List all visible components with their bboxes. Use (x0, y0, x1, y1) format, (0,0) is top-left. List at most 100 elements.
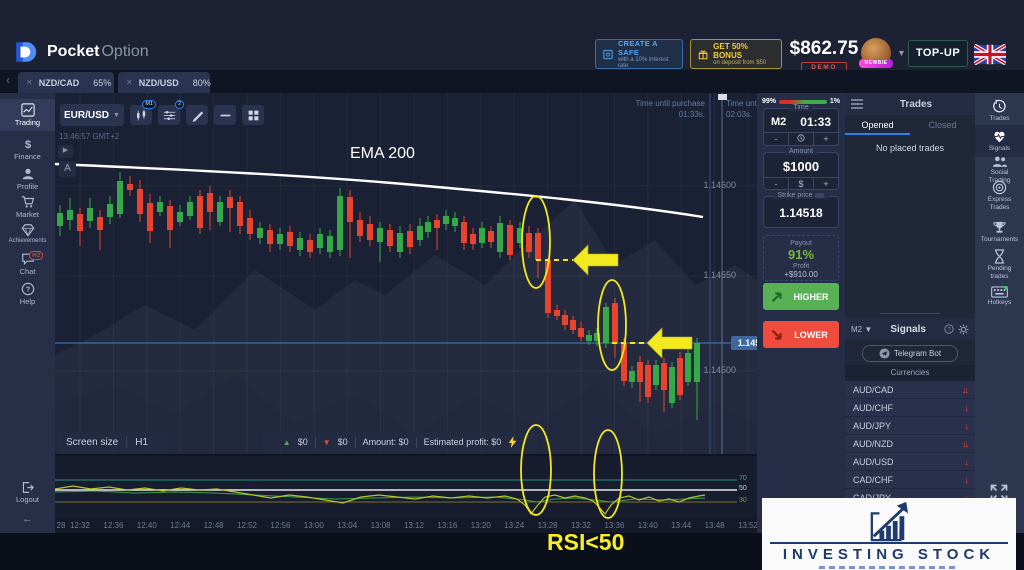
minus-icon (220, 114, 230, 116)
collapse-sidebar-icon[interactable]: ← (22, 513, 33, 525)
currency-mode-button[interactable]: $ (788, 178, 813, 190)
asset-tab-nzdcad[interactable]: ✕ NZD/CAD 65% (18, 72, 114, 93)
time-axis-label: 12:32 (69, 521, 91, 530)
amount-increase-button[interactable]: + (813, 178, 838, 190)
signal-pair: CAD/CHF (853, 474, 893, 485)
higher-button[interactable]: HIGHER (763, 283, 839, 310)
profile-caret-icon[interactable]: ▼ (897, 48, 906, 58)
top-header: Pocket Option CREATE A SAFE with a 10% int… (0, 0, 1024, 73)
sidebar-item-profile[interactable]: Profile (0, 163, 55, 195)
sidebar-item-trading[interactable]: Trading (0, 99, 55, 131)
indicators-button[interactable]: 2 (158, 100, 184, 125)
time-box: Time M2 01:33 - + (763, 104, 839, 146)
sidebar-item-achievements[interactable]: Achievements (0, 219, 55, 248)
signal-down-arrow-icon: ↓↓ (962, 438, 969, 449)
asset-tab-nzdusd[interactable]: ✕ NZD/USD 80% (118, 72, 211, 93)
help-circle-icon[interactable]: ? (944, 324, 954, 334)
play-button[interactable]: ▶ (58, 145, 73, 158)
signal-row-audjpy[interactable]: AUD/JPY ↓ (845, 417, 975, 435)
tab-opened[interactable]: Opened (845, 115, 910, 135)
safe-icon (603, 49, 613, 59)
language-flag[interactable] (974, 44, 1006, 65)
payout-value: 91% (787, 247, 815, 262)
drawing-tools-button[interactable] (186, 105, 208, 125)
investing-stock-watermark: INVESTING STOCK (762, 498, 1016, 570)
tab-pair-label: NZD/CAD (38, 77, 80, 88)
rail-item-pending-trades[interactable]: Pending trades (975, 249, 1024, 281)
text-tool-button[interactable]: A (59, 161, 76, 177)
svg-text:?: ? (25, 287, 29, 294)
close-tab-icon[interactable]: ✕ (126, 78, 133, 87)
rail-item-signals[interactable]: Signals (975, 125, 1024, 157)
amount-decrease-button[interactable]: - (774, 179, 778, 189)
time-axis-label: 13:24 (504, 521, 525, 530)
symbol-selector[interactable]: EUR/USD ▼ (60, 104, 124, 126)
layout-grid-button[interactable] (242, 105, 264, 125)
tabs-scroll-left-icon[interactable]: ‹ (6, 73, 10, 87)
sentiment-bar: 99% 1% (762, 98, 840, 105)
time-increase-button[interactable]: + (813, 133, 838, 145)
rail-item-trades[interactable]: Trades (975, 99, 1024, 123)
chart-pane[interactable]: EUR/USD ▼ M1 2 13:46:57 GMT+2 ▶ A EMA 200… (55, 93, 757, 533)
price-axis-label: 1.14600 (703, 180, 736, 190)
lower-button[interactable]: LOWER (763, 321, 839, 348)
signal-pair: AUD/CHF (853, 402, 893, 413)
sidebar-item-help[interactable]: ? Help (0, 278, 55, 310)
tab-closed[interactable]: Closed (928, 120, 957, 130)
trades-tabs: Opened Closed (845, 115, 975, 135)
signal-row-cadchf[interactable]: CAD/CHF ↓ (845, 471, 975, 489)
rail-item-express-trades[interactable]: Express Trades (975, 180, 1024, 212)
signal-row-audnzd[interactable]: AUD/NZD ↓↓ (845, 435, 975, 453)
sidebar-item-chat[interactable]: Chat (0, 248, 55, 280)
bonus-title: GET 50% BONUS (713, 42, 748, 60)
topup-button[interactable]: TOP-UP (908, 40, 968, 67)
bonus-button[interactable]: GET 50% BONUS on deposit from $50 (690, 39, 782, 69)
clock-stepper-button[interactable] (788, 133, 813, 145)
rail-item-tournaments[interactable]: Tournaments (975, 220, 1024, 244)
signals-timeframe-selector[interactable]: M2 ▼ (851, 324, 873, 334)
amount-value[interactable]: $1000 (782, 159, 820, 174)
strike-price-box: Strike price 1.14518 (763, 192, 839, 228)
lightning-icon[interactable] (508, 436, 517, 448)
strike-value[interactable]: 1.14518 (779, 206, 823, 220)
investing-stock-logo-icon (870, 501, 909, 542)
time-decrease-button[interactable]: - (774, 134, 778, 144)
time-axis-label: 13:44 (671, 521, 692, 530)
create-safe-button[interactable]: CREATE A SAFE with a 10% interest rate (595, 39, 683, 69)
time-axis-label: 13:36 (604, 521, 625, 530)
signal-down-arrow-icon: ↓↓ (962, 384, 969, 395)
currencies-header: Currencies (845, 365, 975, 381)
higher-label: HIGHER (793, 291, 829, 302)
close-tab-icon[interactable]: ✕ (26, 78, 33, 87)
gear-icon[interactable] (958, 323, 969, 335)
rail-item-hotkeys[interactable]: Hotkeys (975, 286, 1024, 307)
sidebar-item-market[interactable]: Market (0, 191, 55, 223)
trades-signals-panel: Trades Opened Closed No placed trades M2… (845, 93, 975, 533)
time-value[interactable]: 01:33 (800, 115, 831, 129)
signal-row-audcad[interactable]: AUD/CAD ↓↓ (845, 381, 975, 399)
signal-row-audusd[interactable]: AUD/USD ↓ (845, 453, 975, 471)
indicator-count-badge: 2 (174, 100, 184, 109)
svg-text:$: $ (24, 139, 31, 151)
arrow-down-right-icon (771, 329, 782, 340)
balance-block[interactable]: $862.75 DEMO (788, 38, 860, 73)
line-tool-button[interactable] (214, 105, 236, 125)
signal-row-audchf[interactable]: AUD/CHF ↓ (845, 399, 975, 417)
telegram-bot-button[interactable]: Telegram Bot (862, 345, 958, 362)
rail-item-social-trading[interactable]: Social Trading (975, 155, 1024, 185)
time-axis-label: 13:12 (403, 521, 425, 530)
server-clock: 13:46:57 GMT+2 (59, 132, 120, 141)
payout-box: Payout 91% Profit +$910.00 (763, 235, 839, 281)
time-axis-label: 13:48 (704, 521, 725, 530)
time-axis-label: 13:28 (537, 521, 558, 530)
chart-type-button[interactable]: M1 (130, 100, 156, 125)
time-axis-label: 12:40 (136, 521, 157, 530)
estimated-profit-summary: Estimated profit: $0 (423, 437, 502, 447)
sidebar-item-logout[interactable]: Logout (0, 481, 55, 504)
time-mode[interactable]: M2 (771, 116, 787, 128)
sidebar-item-finance[interactable]: $ Finance (14, 138, 41, 161)
screen-size-selector[interactable]: Screen size H1 (58, 432, 168, 452)
strike-toggle[interactable] (814, 192, 825, 198)
signals-title: Signals (890, 323, 926, 335)
list-icon[interactable] (851, 99, 863, 109)
